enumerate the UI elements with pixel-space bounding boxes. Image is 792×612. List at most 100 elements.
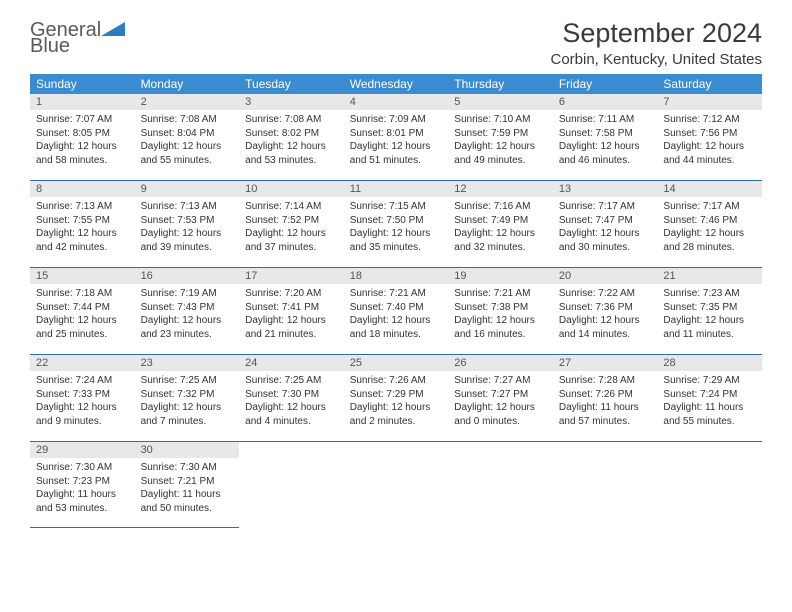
day-number: 15 (30, 268, 135, 284)
sunrise-text: Sunrise: 7:17 AM (663, 200, 756, 214)
day-header: Saturday (657, 74, 762, 94)
daylight-text: Daylight: 12 hours and 11 minutes. (663, 314, 756, 341)
daylight-text: Daylight: 12 hours and 28 minutes. (663, 227, 756, 254)
sunrise-text: Sunrise: 7:23 AM (663, 287, 756, 301)
sunset-text: Sunset: 7:44 PM (36, 301, 129, 315)
daylight-text: Daylight: 11 hours and 50 minutes. (141, 488, 234, 515)
sunset-text: Sunset: 7:36 PM (559, 301, 652, 315)
day-cell: 25Sunrise: 7:26 AMSunset: 7:29 PMDayligh… (344, 355, 449, 441)
daylight-text: Daylight: 12 hours and 23 minutes. (141, 314, 234, 341)
week-row: 15Sunrise: 7:18 AMSunset: 7:44 PMDayligh… (30, 268, 762, 355)
empty-cell (344, 442, 449, 528)
day-cell: 29Sunrise: 7:30 AMSunset: 7:23 PMDayligh… (30, 442, 135, 528)
sunrise-text: Sunrise: 7:29 AM (663, 374, 756, 388)
day-cell: 19Sunrise: 7:21 AMSunset: 7:38 PMDayligh… (448, 268, 553, 354)
day-body: Sunrise: 7:21 AMSunset: 7:40 PMDaylight:… (344, 284, 449, 345)
daylight-text: Daylight: 12 hours and 7 minutes. (141, 401, 234, 428)
daylight-text: Daylight: 12 hours and 58 minutes. (36, 140, 129, 167)
day-cell: 6Sunrise: 7:11 AMSunset: 7:58 PMDaylight… (553, 94, 658, 180)
month-title: September 2024 (551, 18, 763, 49)
day-cell: 22Sunrise: 7:24 AMSunset: 7:33 PMDayligh… (30, 355, 135, 441)
sunrise-text: Sunrise: 7:18 AM (36, 287, 129, 301)
day-cell: 4Sunrise: 7:09 AMSunset: 8:01 PMDaylight… (344, 94, 449, 180)
sunset-text: Sunset: 7:26 PM (559, 388, 652, 402)
day-header: Friday (553, 74, 658, 94)
sunrise-text: Sunrise: 7:26 AM (350, 374, 443, 388)
day-body: Sunrise: 7:22 AMSunset: 7:36 PMDaylight:… (553, 284, 658, 345)
day-number: 11 (344, 181, 449, 197)
daylight-text: Daylight: 12 hours and 14 minutes. (559, 314, 652, 341)
sunrise-text: Sunrise: 7:07 AM (36, 113, 129, 127)
day-body: Sunrise: 7:10 AMSunset: 7:59 PMDaylight:… (448, 110, 553, 171)
sunrise-text: Sunrise: 7:19 AM (141, 287, 234, 301)
daylight-text: Daylight: 12 hours and 37 minutes. (245, 227, 338, 254)
sunrise-text: Sunrise: 7:30 AM (141, 461, 234, 475)
day-cell: 1Sunrise: 7:07 AMSunset: 8:05 PMDaylight… (30, 94, 135, 180)
day-number: 23 (135, 355, 240, 371)
sunset-text: Sunset: 7:21 PM (141, 475, 234, 489)
day-cell: 10Sunrise: 7:14 AMSunset: 7:52 PMDayligh… (239, 181, 344, 267)
day-number: 13 (553, 181, 658, 197)
day-body: Sunrise: 7:13 AMSunset: 7:55 PMDaylight:… (30, 197, 135, 258)
day-body: Sunrise: 7:17 AMSunset: 7:47 PMDaylight:… (553, 197, 658, 258)
sunrise-text: Sunrise: 7:16 AM (454, 200, 547, 214)
daylight-text: Daylight: 12 hours and 30 minutes. (559, 227, 652, 254)
sunset-text: Sunset: 7:27 PM (454, 388, 547, 402)
sunset-text: Sunset: 7:43 PM (141, 301, 234, 315)
day-header: Sunday (30, 74, 135, 94)
sunset-text: Sunset: 7:29 PM (350, 388, 443, 402)
day-number: 29 (30, 442, 135, 458)
daylight-text: Daylight: 12 hours and 9 minutes. (36, 401, 129, 428)
empty-cell (448, 442, 553, 528)
day-number: 14 (657, 181, 762, 197)
day-body: Sunrise: 7:20 AMSunset: 7:41 PMDaylight:… (239, 284, 344, 345)
sunrise-text: Sunrise: 7:09 AM (350, 113, 443, 127)
sunset-text: Sunset: 7:40 PM (350, 301, 443, 315)
sunrise-text: Sunrise: 7:27 AM (454, 374, 547, 388)
day-body: Sunrise: 7:24 AMSunset: 7:33 PMDaylight:… (30, 371, 135, 432)
day-number: 3 (239, 94, 344, 110)
daylight-text: Daylight: 12 hours and 49 minutes. (454, 140, 547, 167)
day-number: 22 (30, 355, 135, 371)
empty-cell (657, 442, 762, 528)
sunrise-text: Sunrise: 7:14 AM (245, 200, 338, 214)
day-body: Sunrise: 7:08 AMSunset: 8:04 PMDaylight:… (135, 110, 240, 171)
week-row: 22Sunrise: 7:24 AMSunset: 7:33 PMDayligh… (30, 355, 762, 442)
day-body: Sunrise: 7:29 AMSunset: 7:24 PMDaylight:… (657, 371, 762, 432)
daylight-text: Daylight: 11 hours and 55 minutes. (663, 401, 756, 428)
sunrise-text: Sunrise: 7:22 AM (559, 287, 652, 301)
day-number: 7 (657, 94, 762, 110)
sunrise-text: Sunrise: 7:10 AM (454, 113, 547, 127)
title-block: September 2024 Corbin, Kentucky, United … (551, 18, 763, 68)
week-row: 1Sunrise: 7:07 AMSunset: 8:05 PMDaylight… (30, 94, 762, 181)
daylight-text: Daylight: 12 hours and 25 minutes. (36, 314, 129, 341)
sunset-text: Sunset: 7:52 PM (245, 214, 338, 228)
sunset-text: Sunset: 8:04 PM (141, 127, 234, 141)
day-cell: 26 Sunrise: 7:27 AMSunset: 7:27 PMDayligh… (448, 355, 553, 441)
day-number: 6 (553, 94, 658, 110)
sunrise-text: Sunrise: 7:25 AM (245, 374, 338, 388)
day-number: 30 (135, 442, 240, 458)
day-cell: 3Sunrise: 7:08 AMSunset: 8:02 PMDaylight… (239, 94, 344, 180)
sunrise-text: Sunrise: 7:08 AM (141, 113, 234, 127)
day-cell: 15Sunrise: 7:18 AMSunset: 7:44 PMDayligh… (30, 268, 135, 354)
calendar: SundayMondayTuesdayWednesdayThursdayFrid… (30, 74, 762, 528)
day-body: Sunrise: 7:25 AMSunset: 7:30 PMDaylight:… (239, 371, 344, 432)
daylight-text: Daylight: 12 hours and 0 minutes. (454, 401, 547, 428)
day-cell: 17Sunrise: 7:20 AMSunset: 7:41 PMDayligh… (239, 268, 344, 354)
day-headers-row: SundayMondayTuesdayWednesdayThursdayFrid… (30, 74, 762, 94)
sunset-text: Sunset: 7:35 PM (663, 301, 756, 315)
daylight-text: Daylight: 12 hours and 18 minutes. (350, 314, 443, 341)
day-body: Sunrise: 7:18 AMSunset: 7:44 PMDaylight:… (30, 284, 135, 345)
day-body: Sunrise: 7:09 AMSunset: 8:01 PMDaylight:… (344, 110, 449, 171)
day-number: 18 (344, 268, 449, 284)
day-body: Sunrise: 7:28 AMSunset: 7:26 PMDaylight:… (553, 371, 658, 432)
day-header: Wednesday (344, 74, 449, 94)
day-cell: 28Sunrise: 7:29 AMSunset: 7:24 PMDayligh… (657, 355, 762, 441)
day-number: 24 (239, 355, 344, 371)
logo-text-block: General Blue (30, 18, 127, 56)
day-body: Sunrise: 7:16 AMSunset: 7:49 PMDaylight:… (448, 197, 553, 258)
day-header: Tuesday (239, 74, 344, 94)
sunset-text: Sunset: 7:46 PM (663, 214, 756, 228)
day-number: 26 (448, 355, 553, 371)
